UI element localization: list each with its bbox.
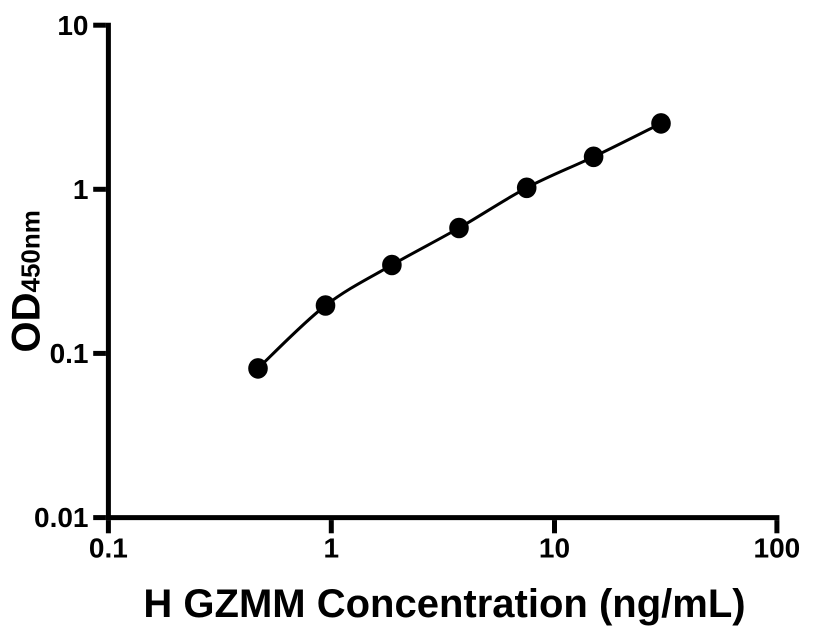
svg-text:10: 10 <box>539 533 570 564</box>
svg-text:0.01: 0.01 <box>34 502 89 533</box>
svg-text:100: 100 <box>754 533 801 564</box>
svg-text:1: 1 <box>324 533 340 564</box>
svg-text:0.1: 0.1 <box>50 338 89 369</box>
svg-text:0.1: 0.1 <box>89 533 128 564</box>
svg-text:10: 10 <box>57 10 88 41</box>
svg-text:H GZMM Concentration (ng/mL): H GZMM Concentration (ng/mL) <box>143 582 745 626</box>
svg-text:1: 1 <box>73 174 89 205</box>
